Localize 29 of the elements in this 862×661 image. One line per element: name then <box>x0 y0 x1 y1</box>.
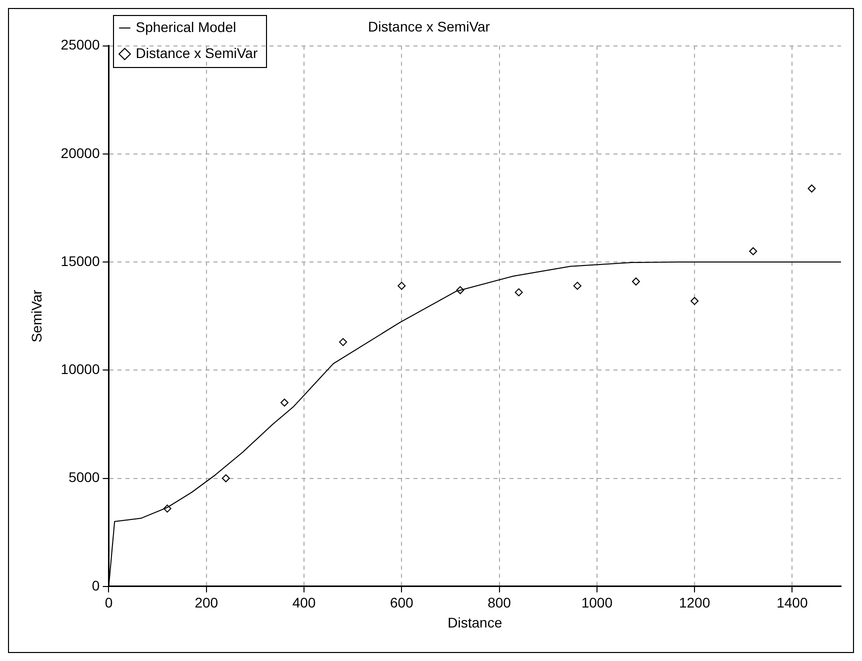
chart-title: Distance x SemiVar <box>368 18 490 34</box>
x-tick-label: 800 <box>488 594 512 611</box>
point <box>514 288 523 296</box>
legend-label: Distance x SemiVar <box>136 44 258 61</box>
x-axis-title: Distance <box>448 614 502 630</box>
y-axis-title: SemiVar <box>28 289 44 342</box>
y-tick-label: 20000 <box>60 144 100 161</box>
point <box>339 338 348 346</box>
point <box>808 184 816 193</box>
y-tick-label: 10000 <box>60 361 100 378</box>
point <box>749 247 758 256</box>
point <box>280 398 288 407</box>
x-tick-label: 200 <box>194 594 218 611</box>
y-tick-label: 5000 <box>68 469 100 486</box>
point <box>690 296 699 305</box>
point <box>573 282 582 290</box>
y-tick-label: 25000 <box>60 36 100 53</box>
x-tick-label: 400 <box>292 594 316 611</box>
point <box>398 282 406 290</box>
point <box>632 278 640 286</box>
x-tick-label: 0 <box>104 594 113 611</box>
x-tick-label: 1400 <box>776 594 808 611</box>
x-tick-label: 1200 <box>678 594 710 611</box>
y-tick-label: 0 <box>92 577 100 594</box>
point <box>222 474 230 482</box>
x-tick-label: 600 <box>390 594 414 611</box>
y-tick-label: 15000 <box>60 252 100 269</box>
legend-label: Spherical Model <box>136 18 236 35</box>
x-tick-label: 1000 <box>581 594 613 611</box>
